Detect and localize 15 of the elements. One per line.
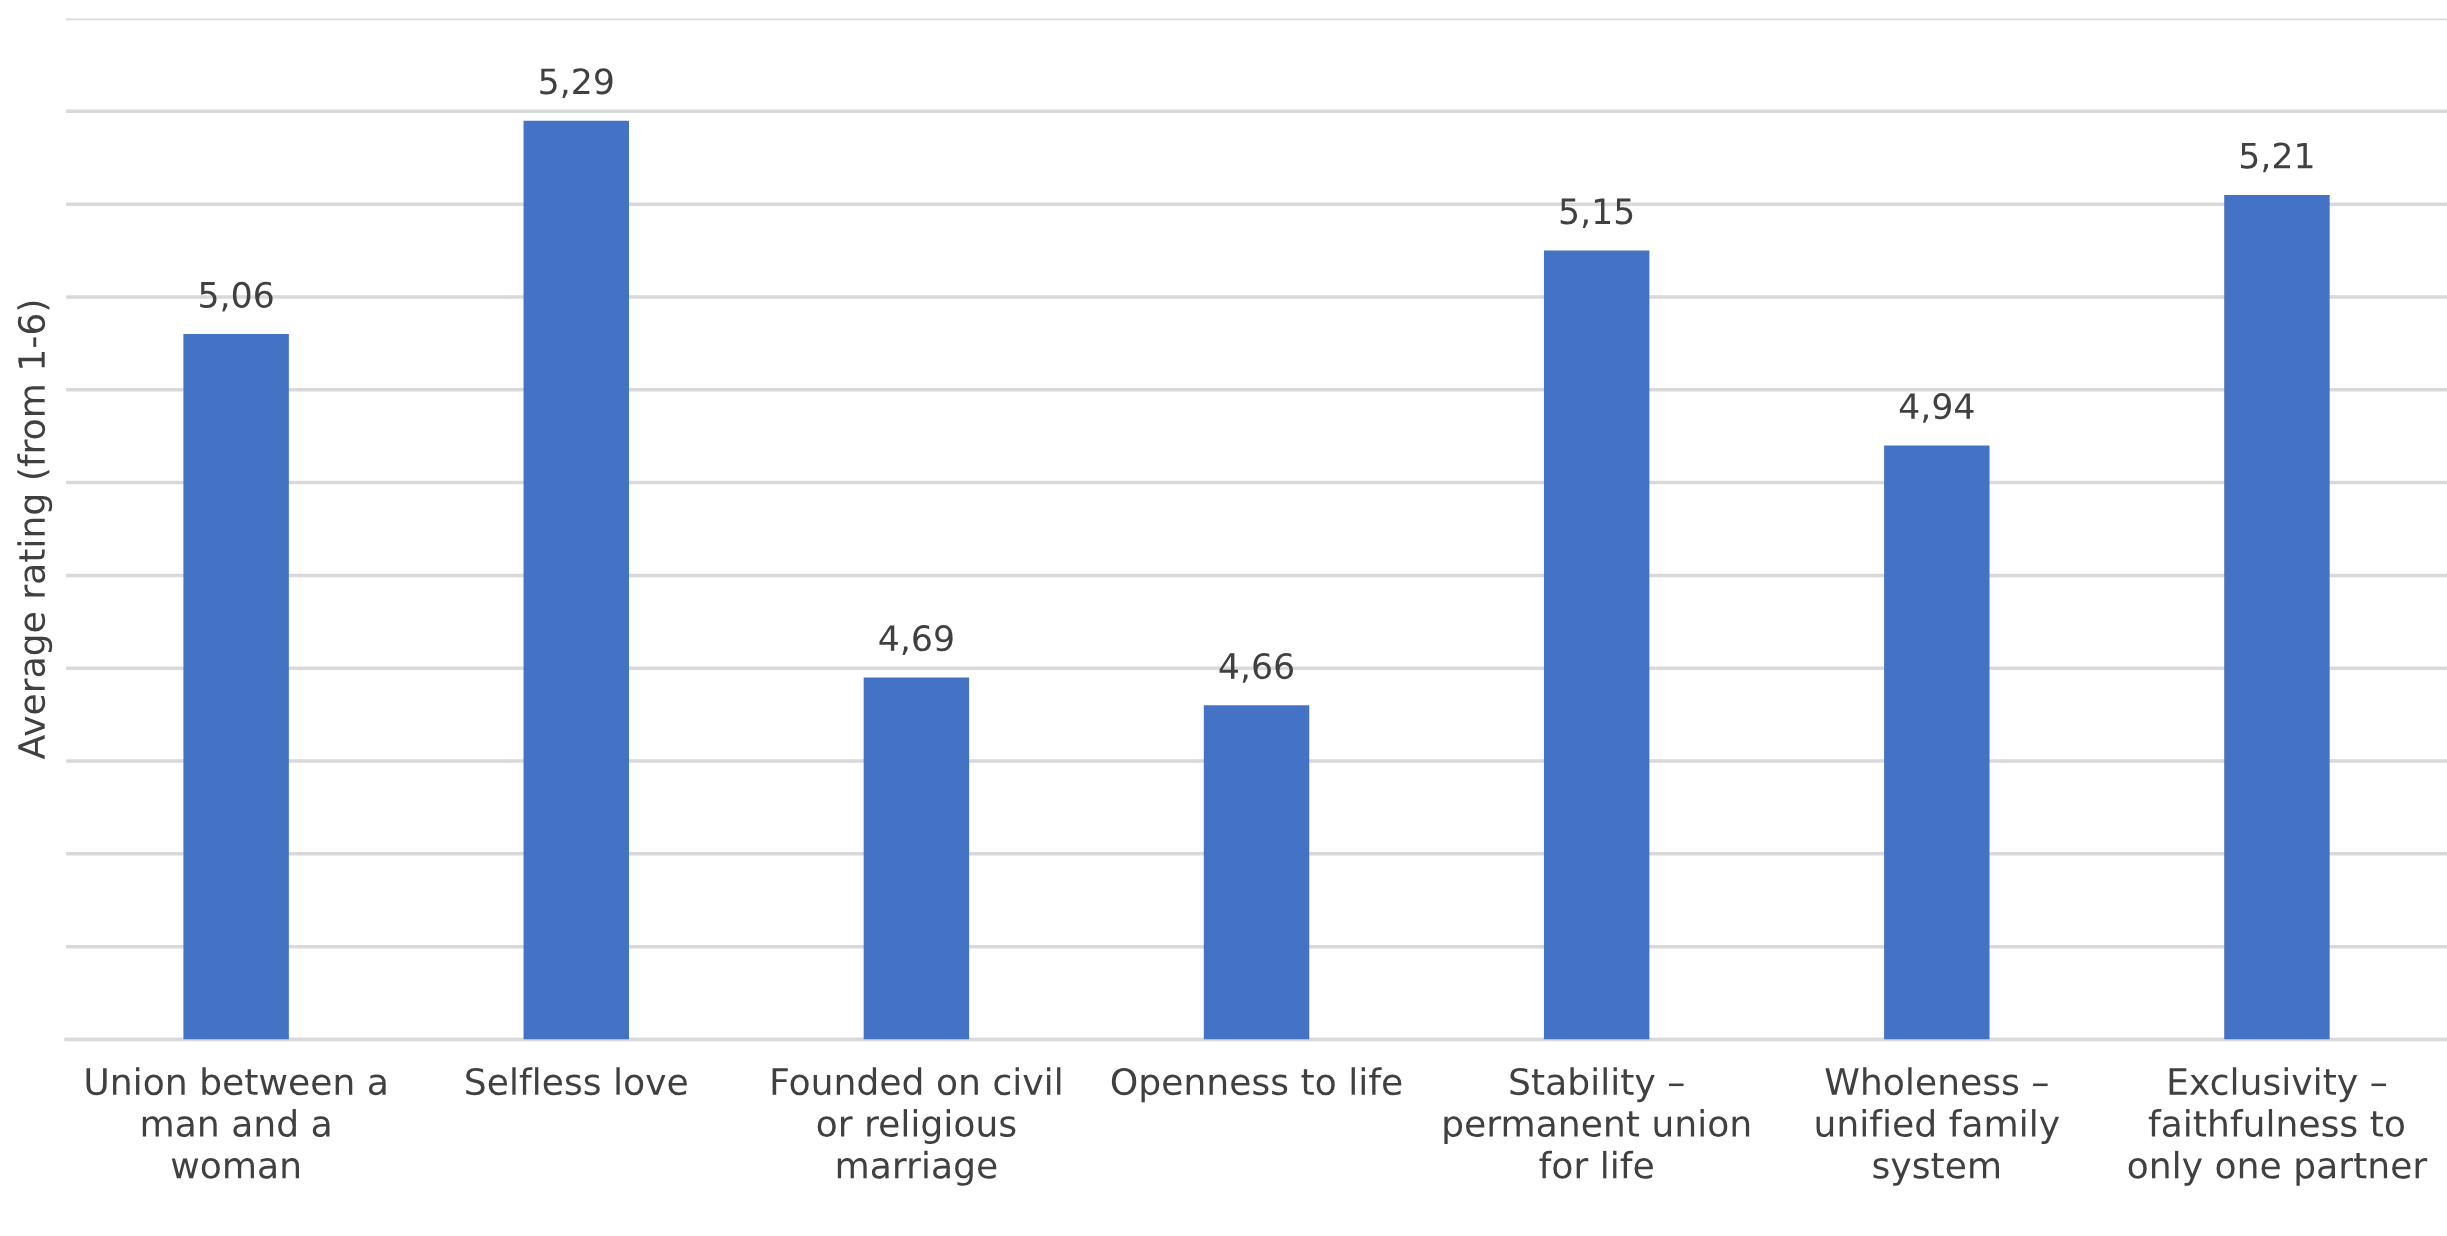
x-tick-label: Founded on civil or religious marriage xyxy=(772,1067,1061,1186)
data-label: 5,06 xyxy=(200,281,273,312)
x-tick-label: Openness to life xyxy=(1111,1067,1402,1103)
data-label: 5,15 xyxy=(1560,198,1633,228)
x-tick-label: Wholeness – unified family system xyxy=(1816,1067,2060,1186)
x-tick-label: Union between a man and a woman xyxy=(86,1067,386,1179)
data-label: 4,66 xyxy=(1219,652,1293,683)
data-label: 5,29 xyxy=(540,68,613,98)
x-tick-label: Selfless love xyxy=(466,1067,687,1096)
data-label: 4,94 xyxy=(1899,393,1974,423)
x-tick-label: Exclusivity – faithfulness to only one partner xyxy=(2128,1067,2428,1186)
y-axis-title: Average rating (from 1-6) xyxy=(17,301,53,760)
data-label: 5,21 xyxy=(2240,142,2313,173)
x-tick-label: Stability – permanent union for life xyxy=(1444,1067,1750,1179)
data-label: 4,69 xyxy=(879,625,953,655)
